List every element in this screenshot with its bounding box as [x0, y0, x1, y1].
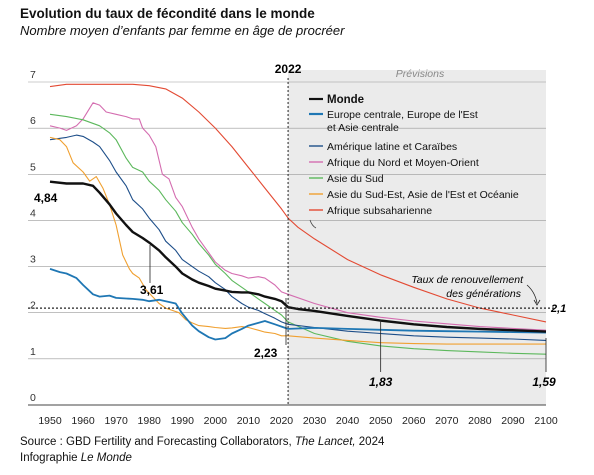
- source-note: Source : GBD Fertility and Forecasting C…: [20, 436, 385, 448]
- x-tick-label: 2000: [204, 415, 228, 427]
- replacement-label: Taux de renouvellement: [411, 274, 524, 286]
- x-tick-label: 2020: [270, 415, 294, 427]
- value-label-2021: 2,23: [254, 346, 278, 360]
- x-tick-label: 2070: [435, 415, 459, 427]
- x-tick-label: 2060: [402, 415, 426, 427]
- chart-title: Evolution du taux de fécondité dans le m…: [20, 6, 315, 21]
- series-line-monde: [49, 180, 547, 333]
- y-tick-label: 4: [30, 207, 36, 219]
- value-label-1980: 3,61: [140, 283, 164, 297]
- year-2022-label: 2022: [275, 62, 302, 76]
- value-label-1950: 4,84: [34, 191, 58, 205]
- value-label-2050: 1,83: [369, 375, 393, 389]
- legend-label-afrique_nord: Afrique du Nord et Moyen-Orient: [327, 157, 479, 169]
- x-tick-label: 2050: [369, 415, 393, 427]
- x-tick-label: 2030: [303, 415, 327, 427]
- replacement-value-label: 2,1: [550, 303, 566, 315]
- y-tick-label: 2: [30, 300, 36, 312]
- y-tick-label: 1: [30, 346, 36, 358]
- legend-label-monde: Monde: [327, 94, 364, 106]
- series-line-afrique_nord: [49, 102, 547, 331]
- x-tick-label: 2090: [501, 415, 525, 427]
- y-tick-label: 5: [30, 161, 36, 173]
- replacement-arrow: [526, 284, 538, 304]
- legend-label-asie_sud: Asie du Sud: [327, 173, 384, 185]
- forecast-label: Prévisions: [396, 68, 445, 80]
- credit-note: Infographie Le Monde: [20, 452, 132, 464]
- x-tick-label: 1950: [38, 415, 62, 427]
- y-tick-label: 0: [30, 392, 36, 404]
- x-tick-label: 2080: [468, 415, 492, 427]
- x-tick-label: 1990: [171, 415, 195, 427]
- x-tick-label: 1960: [71, 415, 95, 427]
- y-tick-label: 3: [30, 254, 36, 266]
- chart-subtitle: Nombre moyen d’enfants par femme en âge …: [20, 23, 345, 38]
- x-tick-label: 2010: [237, 415, 261, 427]
- legend-label-asie_se: Asie du Sud-Est, Asie de l'Est et Océani…: [327, 189, 519, 201]
- y-tick-label: 7: [30, 69, 36, 81]
- value-label-2100: 1,59: [532, 375, 556, 389]
- y-tick-label: 6: [30, 115, 36, 127]
- x-tick-label: 2100: [534, 415, 558, 427]
- series-line-amerique: [49, 134, 547, 341]
- x-tick-label: 1980: [138, 415, 162, 427]
- series-line-europe: [49, 268, 547, 341]
- legend-label-europe: Europe centrale, Europe de l'Est et Asie …: [327, 109, 478, 134]
- legend-leader: [309, 219, 317, 229]
- x-tick-label: 1970: [104, 415, 128, 427]
- replacement-arrowhead: [533, 299, 541, 306]
- legend-label-amerique: Amérique latine et Caraïbes: [327, 141, 457, 153]
- series-line-afrique_ss: [49, 83, 547, 323]
- x-tick-label: 2040: [336, 415, 360, 427]
- legend-label-afrique_ss: Afrique subsaharienne: [327, 205, 432, 217]
- series-line-asie_sud: [49, 113, 547, 355]
- replacement-label: des générations: [446, 288, 521, 300]
